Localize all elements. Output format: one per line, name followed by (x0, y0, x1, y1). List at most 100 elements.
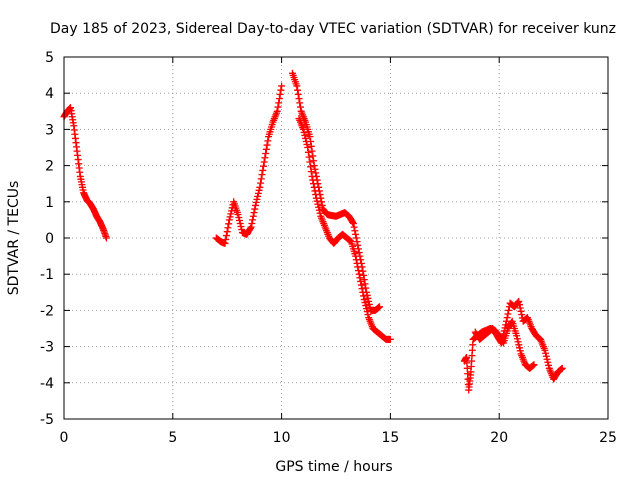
data-point (542, 352, 550, 360)
data-point (295, 95, 303, 103)
chart-title: Day 185 of 2023, Sidereal Day-to-day VTE… (50, 21, 616, 37)
data-point (224, 224, 232, 232)
data-point (225, 220, 233, 228)
y-tick-label: 5 (45, 50, 54, 66)
data-point (542, 349, 550, 357)
y-tick-label: 4 (45, 86, 54, 102)
data-point (306, 133, 314, 141)
data-point (354, 267, 362, 275)
data-point (221, 239, 229, 247)
data-point (277, 86, 285, 94)
data-point (264, 137, 272, 145)
data-point (500, 327, 508, 335)
y-tick-label: 1 (45, 195, 54, 211)
data-point (296, 103, 304, 111)
data-point (311, 187, 319, 195)
data-point (310, 183, 318, 191)
data-point (505, 306, 513, 314)
y-tick-label: -3 (40, 340, 54, 356)
data-point (503, 314, 511, 322)
data-point (349, 220, 357, 228)
x-tick-label: 10 (273, 430, 291, 446)
data-point (309, 152, 317, 160)
data-point (360, 292, 368, 300)
data-point (504, 310, 512, 318)
data-point (315, 203, 323, 211)
data-point (364, 311, 372, 319)
data-point (360, 296, 368, 304)
data-point (255, 186, 263, 194)
data-point (250, 209, 258, 217)
data-point (102, 234, 110, 242)
data-point (302, 137, 310, 145)
data-point (352, 252, 360, 260)
data-point (360, 271, 368, 279)
data-point (357, 281, 365, 289)
data-point (354, 241, 362, 249)
data-point (259, 166, 267, 174)
data-point (315, 206, 323, 214)
data-point (316, 209, 324, 217)
data-point (273, 107, 281, 115)
data-point (508, 318, 516, 326)
data-point (363, 308, 371, 316)
data-point (312, 169, 320, 177)
data-point (361, 280, 369, 288)
data-point (310, 180, 318, 188)
data-point (355, 270, 363, 278)
data-point (248, 220, 256, 228)
series-arc-2b (288, 69, 384, 314)
data-point (362, 302, 370, 310)
data-point (313, 197, 321, 205)
data-point (308, 147, 316, 155)
data-point (514, 338, 522, 346)
data-point (254, 189, 262, 197)
data-point (257, 179, 265, 187)
data-point (225, 216, 233, 224)
data-point (558, 364, 566, 372)
data-point (541, 346, 549, 354)
data-point (234, 210, 242, 218)
data-point (357, 277, 365, 285)
data-point (249, 212, 257, 220)
x-tick-label: 25 (599, 430, 617, 446)
y-tick-label: -1 (40, 267, 54, 283)
x-tick-label: 5 (168, 430, 177, 446)
data-point (358, 285, 366, 293)
data-point (502, 317, 510, 325)
data-point (251, 205, 259, 213)
y-tick-label: -5 (40, 412, 54, 428)
data-point (318, 201, 326, 209)
data-point (307, 168, 315, 176)
data-point (516, 301, 524, 309)
grid-layer (64, 57, 608, 419)
data-point (304, 148, 312, 156)
data-point (353, 259, 361, 267)
data-point (499, 333, 507, 341)
data-point (223, 228, 231, 236)
data-point (356, 274, 364, 282)
data-point (314, 200, 322, 208)
data-point (294, 90, 302, 98)
data-point (543, 355, 551, 363)
data-point (302, 134, 310, 142)
data-point (276, 90, 284, 98)
y-tick-label: -2 (40, 303, 54, 319)
data-point (354, 263, 362, 271)
data-point (226, 213, 234, 221)
data-point (254, 192, 262, 200)
data-point (516, 347, 524, 355)
x-axis-label: GPS time / hours (275, 459, 392, 475)
data-point (249, 216, 257, 224)
data-point (262, 150, 270, 158)
data-point (364, 294, 372, 302)
data-point (278, 82, 286, 90)
data-point (365, 297, 373, 305)
data-point (516, 304, 524, 312)
data-point (306, 158, 314, 166)
data-point (305, 153, 313, 161)
data-point (513, 335, 521, 343)
x-tick-label: 0 (60, 430, 69, 446)
data-point (501, 324, 509, 332)
